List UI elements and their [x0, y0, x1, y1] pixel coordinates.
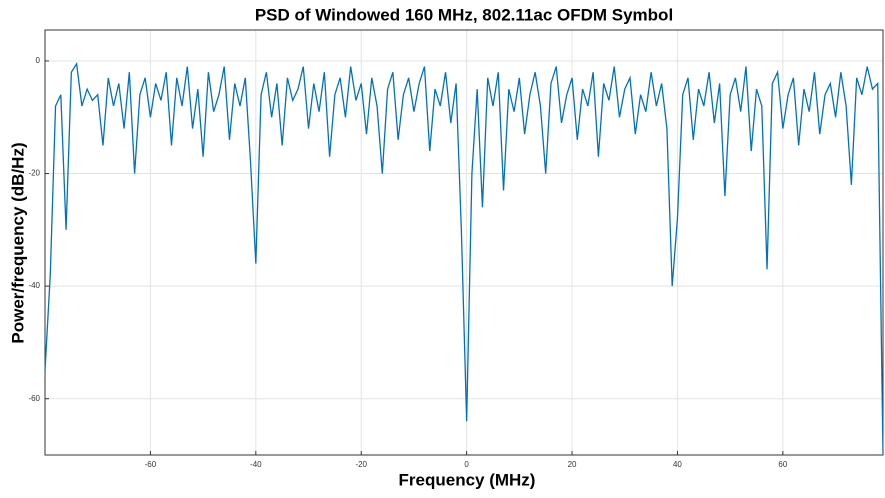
x-tick-label: -60	[145, 460, 157, 469]
y-tick-label: -40	[28, 281, 40, 290]
plot-frame	[44, 29, 884, 456]
y-tick-label: -60	[28, 394, 40, 403]
x-tick-label: 0	[464, 460, 469, 469]
y-tick-label: 0	[36, 56, 41, 65]
chart-title: PSD of Windowed 160 MHz, 802.11ac OFDM S…	[255, 5, 673, 24]
x-axis-label: Frequency (MHz)	[399, 470, 536, 489]
x-tick-label: 40	[673, 460, 682, 469]
x-tick-label: -20	[355, 460, 367, 469]
x-tick-label: 60	[778, 460, 787, 469]
psd-line	[44, 61, 884, 456]
y-axis-label: Power/frequency (dB/Hz)	[8, 142, 27, 343]
x-tick-label: 20	[568, 460, 577, 469]
x-tick-label: -40	[250, 460, 262, 469]
y-tick-label: -20	[28, 169, 40, 178]
